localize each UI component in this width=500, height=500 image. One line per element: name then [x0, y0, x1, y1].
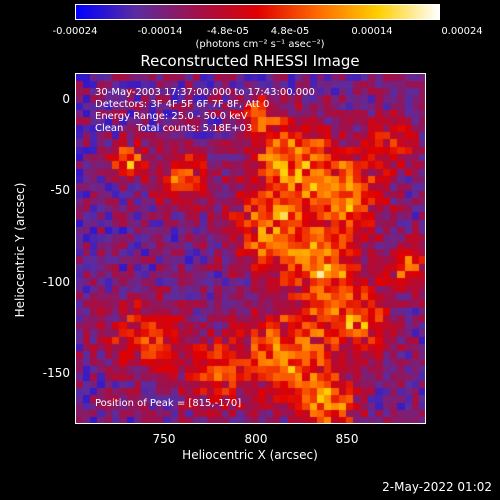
x-tick-label: 800 — [244, 432, 268, 446]
y-tick-label: -150 — [42, 366, 70, 380]
colorbar-tick: 0.00014 — [351, 26, 393, 37]
y-tick-label: -100 — [42, 275, 70, 289]
x-tick-label: 850 — [335, 432, 359, 446]
plot-title: Reconstructed RHESSI Image — [140, 52, 360, 70]
info-detectors: Detectors: 3F 4F 5F 6F 7F 8F, Att 0 — [95, 99, 270, 110]
info-time-range: 30-May-2003 17:37:00.000 to 17:43:00.000 — [95, 87, 315, 98]
heatmap-plot-area — [75, 73, 426, 424]
x-axis-label: Heliocentric X (arcsec) — [182, 448, 318, 462]
colorbar-tick: 0.00024 — [441, 26, 483, 37]
y-axis-label: Heliocentric Y (arcsec) — [13, 182, 27, 318]
peak-position-label: Position of Peak = [815,-170] — [95, 398, 242, 409]
y-tick-label: -50 — [50, 183, 70, 197]
x-tick-label: 750 — [152, 432, 176, 446]
colorbar-tick: -0.00014 — [137, 26, 183, 37]
colorbar-tick: 4.8e-05 — [270, 26, 310, 37]
colorbar — [75, 4, 440, 20]
y-tick-label: 0 — [62, 92, 70, 106]
plot-timestamp: 2-May-2022 01:02 — [382, 480, 492, 494]
colorbar-tick: -4.8e-05 — [207, 26, 249, 37]
info-energy-range: Energy Range: 25.0 - 50.0 keV — [95, 111, 248, 122]
info-total-counts: Clean Total counts: 5.18E+03 — [95, 123, 253, 134]
colorbar-tick: -0.00024 — [52, 26, 98, 37]
colorbar-unit-label: (photons cm⁻² s⁻¹ asec⁻²) — [195, 39, 325, 50]
heatmap-image — [76, 74, 425, 423]
